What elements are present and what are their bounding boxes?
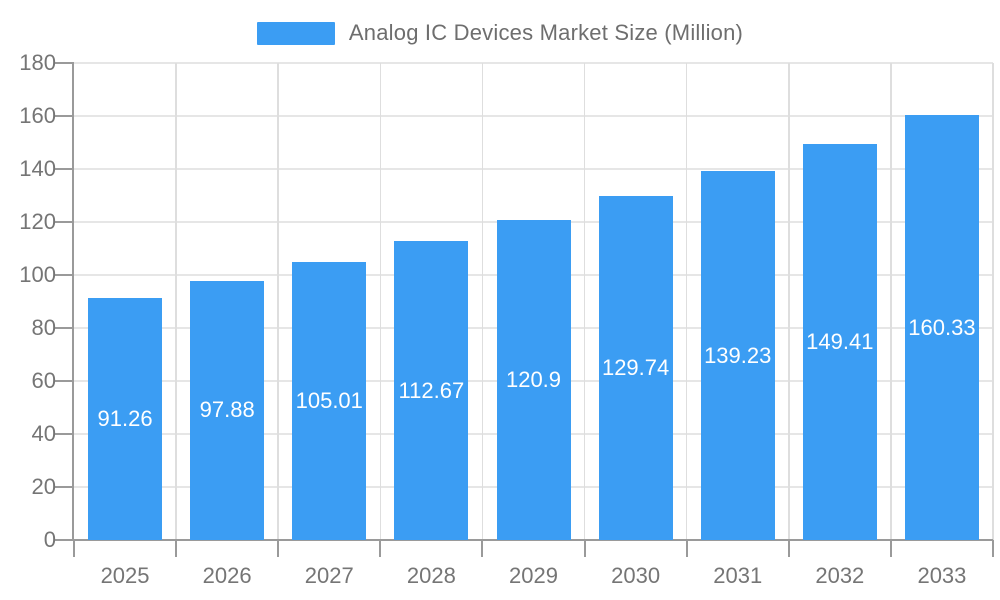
y-axis-label: 180 [19, 50, 56, 75]
gridline-vertical [481, 63, 484, 540]
gridline-horizontal [74, 168, 993, 170]
legend[interactable]: Analog IC Devices Market Size (Million) [0, 20, 1000, 46]
y-axis-line [72, 63, 74, 540]
bar-2031[interactable] [700, 171, 775, 540]
gridline-vertical [379, 63, 382, 540]
y-axis-tick [55, 486, 74, 488]
x-axis-label: 2027 [304, 563, 354, 588]
y-axis-tick [55, 380, 74, 382]
x-axis-label: 2028 [406, 563, 456, 588]
y-axis-tick [55, 327, 74, 329]
gridline-vertical [175, 63, 177, 540]
gridline-horizontal [74, 62, 993, 64]
x-axis-tick [583, 540, 586, 557]
legend-label: Analog IC Devices Market Size (Million) [348, 20, 744, 45]
bar-2027[interactable] [292, 261, 367, 540]
y-axis-tick [55, 274, 74, 276]
bar-2029[interactable] [496, 219, 571, 540]
bar-2026[interactable] [190, 280, 265, 540]
x-axis-label: 2033 [917, 563, 967, 588]
gridline-vertical [992, 63, 994, 540]
x-axis-label: 2025 [100, 563, 150, 588]
x-axis-label: 2029 [509, 563, 558, 588]
x-axis-label: 2026 [202, 563, 252, 588]
x-axis-tick [73, 540, 75, 557]
x-axis-label: 2031 [713, 563, 763, 588]
x-axis-tick [787, 540, 790, 557]
y-axis-label: 120 [19, 209, 56, 234]
x-axis-line [74, 539, 993, 541]
bar-2032[interactable] [802, 144, 877, 540]
y-axis-label: 20 [31, 474, 56, 499]
x-axis-tick [889, 540, 892, 557]
y-axis-label: 40 [31, 421, 56, 446]
x-axis-tick [992, 540, 994, 557]
y-axis-label: 160 [19, 103, 56, 128]
gridline-vertical [788, 63, 790, 540]
x-axis-label: 2032 [815, 563, 865, 588]
y-axis-label: 80 [31, 315, 56, 340]
y-axis-tick [55, 221, 74, 223]
y-axis-tick [55, 433, 74, 435]
gridline-vertical [583, 63, 586, 540]
x-axis-tick [277, 540, 280, 557]
legend-swatch[interactable] [256, 21, 335, 45]
x-axis-tick [379, 540, 382, 557]
bar-2025[interactable] [88, 298, 163, 540]
y-axis-label: 100 [19, 262, 56, 287]
bar-2030[interactable] [598, 196, 673, 540]
gridline-vertical [685, 63, 688, 540]
y-axis-label: 0 [43, 527, 56, 552]
x-axis-tick [685, 540, 688, 557]
gridline-vertical [277, 63, 279, 540]
bar-2033[interactable] [904, 115, 979, 540]
x-axis-tick [481, 540, 484, 557]
y-axis-tick [55, 539, 74, 541]
x-axis-label: 2030 [611, 563, 661, 588]
gridline-horizontal [74, 115, 993, 117]
y-axis-tick [55, 168, 74, 170]
y-axis-tick [55, 115, 74, 117]
gridline-vertical [890, 63, 892, 540]
bar-2028[interactable] [394, 241, 469, 540]
y-axis-label: 140 [19, 156, 56, 181]
x-axis-tick [175, 540, 178, 557]
y-axis-label: 60 [31, 368, 56, 393]
y-axis-tick [55, 62, 74, 64]
